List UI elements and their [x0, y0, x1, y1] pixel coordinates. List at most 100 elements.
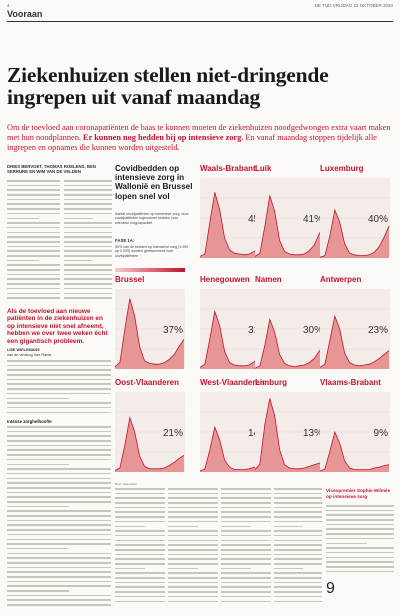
body-lines [7, 180, 60, 302]
text-line [7, 208, 60, 210]
text-line [221, 544, 271, 546]
text-line [64, 264, 112, 266]
text-line [64, 297, 112, 299]
text-line [7, 482, 111, 484]
body-column-1-bottom [7, 426, 111, 612]
text-line [168, 516, 218, 518]
lead-emphasis: Er kunnen nog hedden bij op intensieve z… [83, 133, 244, 142]
text-line [64, 278, 112, 281]
series-area [255, 398, 324, 472]
text-line [64, 255, 112, 257]
chart-title: Limburg [255, 378, 287, 387]
text-line [7, 297, 60, 299]
text-line [168, 488, 218, 490]
series-area [200, 427, 269, 472]
text-line [64, 189, 112, 191]
text-line [326, 547, 394, 549]
text-line [7, 406, 111, 409]
series-line [115, 416, 185, 471]
header-divider [7, 21, 393, 22]
text-line [7, 278, 60, 281]
text-line [7, 477, 111, 480]
region-chart: Limburg 13% [255, 378, 325, 472]
chart-title: Antwerpen [320, 275, 362, 284]
chart-title: Brussel [115, 275, 145, 284]
body-column-1 [7, 180, 60, 305]
text-line [7, 454, 111, 456]
text-line [64, 259, 93, 262]
text-line [115, 506, 165, 509]
text-line [7, 222, 60, 224]
region-chart: Antwerpen 23% [320, 275, 390, 369]
chart-title: Luik [255, 164, 272, 173]
text-line [64, 240, 112, 243]
text-line [221, 525, 251, 528]
chart-value-label: 13% [302, 428, 323, 439]
text-line [7, 397, 70, 400]
chart-title: West-Vlaanderen [200, 378, 265, 387]
text-line [7, 519, 111, 522]
series-area [115, 298, 184, 369]
text-line [115, 539, 165, 542]
body-lines [64, 180, 112, 302]
body-column-5 [221, 488, 271, 608]
chart-value-label: 41% [302, 214, 323, 225]
text-line [7, 283, 60, 285]
text-line [7, 440, 111, 442]
text-line [7, 250, 60, 252]
text-line [7, 590, 70, 592]
text-line [274, 548, 322, 551]
quote-attribution-sub: van de viroloog Van Ranst [7, 353, 52, 357]
text-line [7, 585, 111, 587]
text-line [64, 245, 112, 248]
chart-title: Henegouwen [200, 275, 250, 284]
article-lead: Om de toevloed aan coronapatiënten de ba… [7, 123, 393, 153]
text-line [221, 488, 271, 490]
chart-source: Bron: Sciensano [115, 482, 138, 486]
text-line [221, 586, 271, 589]
text-line [7, 231, 60, 234]
chart-value-label: 23% [367, 325, 388, 336]
text-line [7, 392, 111, 395]
text-line [7, 486, 111, 489]
text-line [64, 292, 112, 295]
text-line [274, 539, 322, 542]
text-line [115, 553, 165, 556]
text-line [64, 217, 93, 220]
text-line [64, 269, 112, 271]
article-headline: Ziekenhuizen stellen niet-dringende ingr… [7, 63, 329, 109]
text-line [7, 594, 111, 597]
text-line [115, 548, 165, 551]
text-line [115, 516, 165, 518]
text-line [274, 492, 322, 495]
page-number: 4 [7, 3, 10, 8]
text-line [7, 501, 111, 503]
area-chart [320, 392, 390, 472]
text-line [168, 553, 218, 556]
text-line [115, 488, 165, 490]
text-line [64, 250, 112, 252]
body-lines [7, 360, 111, 416]
text-line [7, 402, 111, 404]
text-line [326, 505, 394, 507]
body-lines [274, 488, 322, 605]
legend-text: 50% van de bedden op intensieve zorg (1.… [115, 245, 189, 258]
text-line [168, 511, 218, 514]
text-line [115, 530, 165, 532]
text-line [326, 570, 394, 573]
text-line [7, 364, 111, 367]
text-line [64, 184, 112, 187]
text-line [168, 497, 218, 499]
text-line [64, 287, 112, 290]
text-line [7, 491, 111, 494]
text-line [7, 576, 111, 578]
text-line [115, 595, 165, 598]
text-line [221, 530, 271, 532]
text-line [7, 236, 60, 238]
lead-text-2: En vanaf maandag stoppen tijdelijk alle … [7, 133, 377, 152]
text-line [326, 528, 394, 531]
text-line [168, 544, 218, 546]
legend-swatch [115, 268, 185, 272]
body-column-6 [274, 488, 322, 608]
text-line [7, 449, 111, 452]
